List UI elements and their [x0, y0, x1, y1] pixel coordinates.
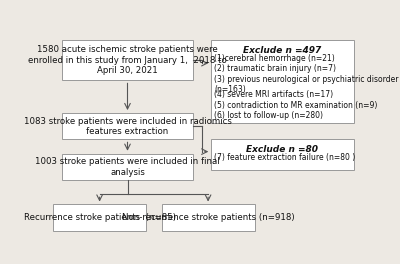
FancyBboxPatch shape — [62, 40, 193, 81]
FancyBboxPatch shape — [62, 113, 193, 139]
Text: 1580 acute ischemic stroke patients were
enrolled in this study from January 1, : 1580 acute ischemic stroke patients were… — [28, 45, 227, 75]
Text: (3) previous neurological or psychiatric disorder
(n=163): (3) previous neurological or psychiatric… — [214, 75, 399, 94]
FancyBboxPatch shape — [162, 204, 254, 231]
Text: (4) severe MRI artifacts (n=17): (4) severe MRI artifacts (n=17) — [214, 90, 334, 99]
Text: Exclude n =497: Exclude n =497 — [243, 45, 322, 54]
Text: Non-recurrence stroke patients (n=918): Non-recurrence stroke patients (n=918) — [122, 213, 294, 222]
Text: (1)cerebral hemorrhage (n=21): (1)cerebral hemorrhage (n=21) — [214, 54, 335, 63]
FancyBboxPatch shape — [211, 139, 354, 170]
Text: 1003 stroke patients were included in final
analysis: 1003 stroke patients were included in fi… — [35, 157, 220, 177]
Text: (6) lost to follow-up (n=280): (6) lost to follow-up (n=280) — [214, 111, 323, 120]
FancyBboxPatch shape — [53, 204, 146, 231]
Text: (2) traumatic brain injury (n=7): (2) traumatic brain injury (n=7) — [214, 64, 336, 73]
FancyBboxPatch shape — [211, 40, 354, 123]
Text: Recurrence stroke patients  (n=85): Recurrence stroke patients (n=85) — [24, 213, 176, 222]
Text: (7) feature extraction failure (n=80 ): (7) feature extraction failure (n=80 ) — [214, 153, 356, 162]
Text: (5) contradiction to MR examination (n=9): (5) contradiction to MR examination (n=9… — [214, 101, 378, 110]
FancyBboxPatch shape — [62, 154, 193, 180]
Text: Exclude n =80: Exclude n =80 — [246, 145, 318, 154]
Text: 1083 stroke patients were included in radiomics
features extraction: 1083 stroke patients were included in ra… — [24, 116, 232, 136]
